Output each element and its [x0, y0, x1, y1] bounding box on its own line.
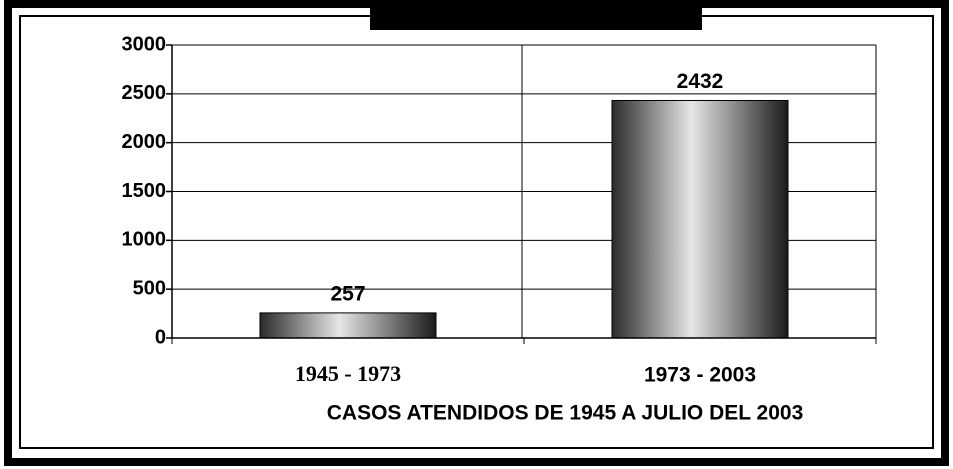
bar — [259, 312, 437, 339]
value-label: 257 — [330, 282, 365, 305]
x-tick-label: 1945 - 1973 — [295, 361, 401, 386]
x-tick-label: 1973 - 2003 — [644, 364, 756, 387]
title-block — [370, 0, 702, 30]
y-tick-label: 1500 — [122, 180, 167, 202]
y-tick-label: 1000 — [122, 229, 167, 251]
y-tick-label: 500 — [133, 277, 166, 299]
bar — [611, 99, 789, 339]
y-tick-label: 2500 — [122, 82, 167, 104]
y-tick-label: 2000 — [122, 131, 167, 153]
y-tick-label: 0 — [155, 326, 166, 348]
x-axis-label: CASOS ATENDIDOS DE 1945 A JULIO DEL 2003 — [327, 402, 804, 425]
value-label: 2432 — [677, 70, 724, 93]
y-tick-label: 3000 — [122, 33, 167, 55]
